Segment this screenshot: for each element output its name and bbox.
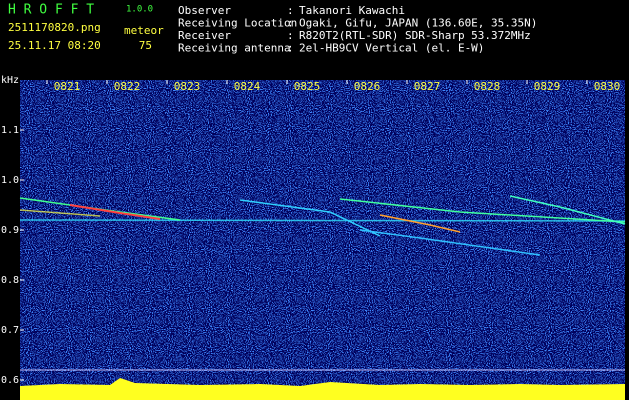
- info-label: Receiving antenna: [178, 42, 291, 55]
- meteor-count: 75: [139, 39, 152, 52]
- app-title: H R O F F T: [8, 3, 94, 18]
- x-tick-label: 0825: [294, 80, 321, 93]
- info-separator: :: [287, 17, 294, 30]
- info-value: R820T2(RTL-SDR) SDR-Sharp 53.372MHz: [299, 29, 531, 42]
- y-tick-label: 1.0: [1, 175, 19, 186]
- info-separator: :: [287, 4, 294, 17]
- y-unit: kHz: [1, 75, 19, 86]
- info-label: Receiver: [178, 29, 231, 42]
- info-label: Observer: [178, 4, 231, 17]
- y-tick-label: 1.1: [1, 125, 19, 136]
- app-version: 1.0.0: [126, 5, 153, 15]
- x-tick-label: 0827: [414, 80, 441, 93]
- x-tick-label: 0830: [594, 80, 621, 93]
- x-tick-label: 0823: [174, 80, 201, 93]
- meteor-label: meteor: [124, 24, 164, 37]
- datetime: 25.11.17 08:20: [8, 39, 101, 52]
- info-label: Receiving Location: [178, 17, 297, 30]
- info-value: Ogaki, Gifu, JAPAN (136.60E, 35.35N): [299, 17, 537, 30]
- spectrogram-noise: [20, 80, 625, 400]
- y-tick-label: 0.9: [1, 225, 19, 236]
- y-tick-label: 0.7: [1, 325, 19, 336]
- y-tick-label: 0.6: [1, 375, 19, 386]
- info-separator: :: [287, 42, 294, 55]
- info-value: Takanori Kawachi: [299, 4, 405, 17]
- x-tick-label: 0828: [474, 80, 501, 93]
- y-tick-label: 0.8: [1, 275, 19, 286]
- filename: 2511170820.png: [8, 21, 101, 34]
- info-value: 2el-HB9CV Vertical (el. E-W): [299, 42, 484, 55]
- power-spectrum: [20, 378, 625, 400]
- x-tick-label: 0822: [114, 80, 141, 93]
- x-tick-label: 0829: [534, 80, 561, 93]
- info-separator: :: [287, 29, 294, 42]
- x-tick-label: 0824: [234, 80, 261, 93]
- x-tick-label: 0826: [354, 80, 381, 93]
- x-tick-label: 0821: [54, 80, 81, 93]
- meteor-echoes: [19, 195, 626, 256]
